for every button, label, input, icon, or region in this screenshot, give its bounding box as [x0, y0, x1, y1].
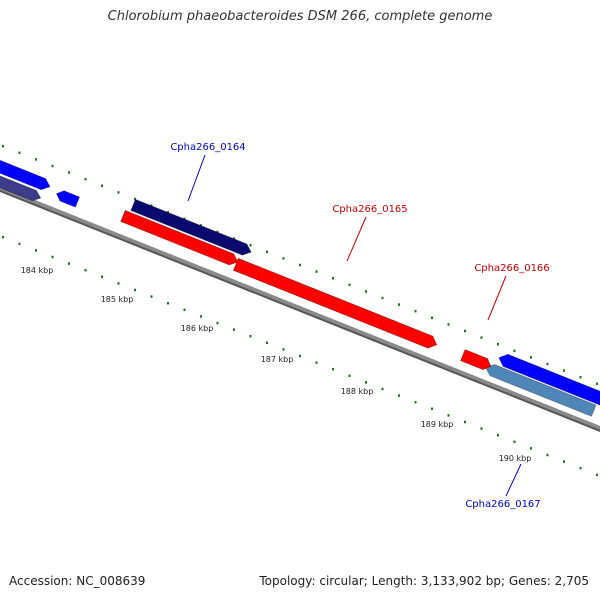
gene-label[interactable]: Cpha266_0165: [332, 204, 407, 215]
scale-labels: 184 kbp 185 kbp 186 kbp 187 kbp 188 kbp 189 k…: [21, 266, 532, 463]
gene-labels: Cpha266_0164 Cpha266_0165 Cpha266_0166 Cpha…: [170, 142, 549, 510]
cds-feature[interactable]: [0, 173, 42, 202]
gene-label[interactable]: Cpha266_0164: [170, 142, 245, 153]
scale-ticks: [2, 144, 598, 477]
cds-features[interactable]: [0, 159, 600, 417]
backbone-line: [0, 186, 600, 430]
topology-text: Topology: circular; Length: 3,133,902 bp…: [259, 574, 589, 588]
cds-feature-cpha266_0167[interactable]: [485, 364, 597, 417]
kbp-label: 188 kbp: [341, 387, 374, 396]
cds-feature[interactable]: [120, 209, 239, 266]
kbp-label: 184 kbp: [21, 266, 54, 275]
cds-feature[interactable]: [498, 353, 600, 407]
cds-feature-cpha266_0166[interactable]: [460, 349, 492, 371]
kbp-label: 185 kbp: [101, 295, 134, 304]
cds-feature[interactable]: [55, 190, 81, 208]
gene-label-leader: [505, 463, 522, 497]
cds-feature-cpha266_0165[interactable]: [232, 257, 438, 349]
accession-text: Accession: NC_008639: [9, 574, 146, 588]
kbp-label: 187 kbp: [261, 355, 294, 364]
gene-label-leader: [487, 275, 507, 321]
gene-label[interactable]: Cpha266_0167: [465, 499, 540, 510]
kbp-label: 189 kbp: [421, 420, 454, 429]
cds-feature[interactable]: [0, 159, 51, 191]
kbp-label: 186 kbp: [181, 324, 214, 333]
gene-label-leader: [346, 216, 367, 262]
cds-feature-cpha266_0164[interactable]: [130, 198, 252, 256]
genome-backbone: [0, 186, 600, 432]
gene-label-leader: [187, 154, 206, 202]
kbp-label: 190 kbp: [499, 454, 532, 463]
gene-label[interactable]: Cpha266_0166: [474, 263, 549, 274]
map-title: Chlorobium phaeobacteroides DSM 266, com…: [107, 9, 493, 24]
